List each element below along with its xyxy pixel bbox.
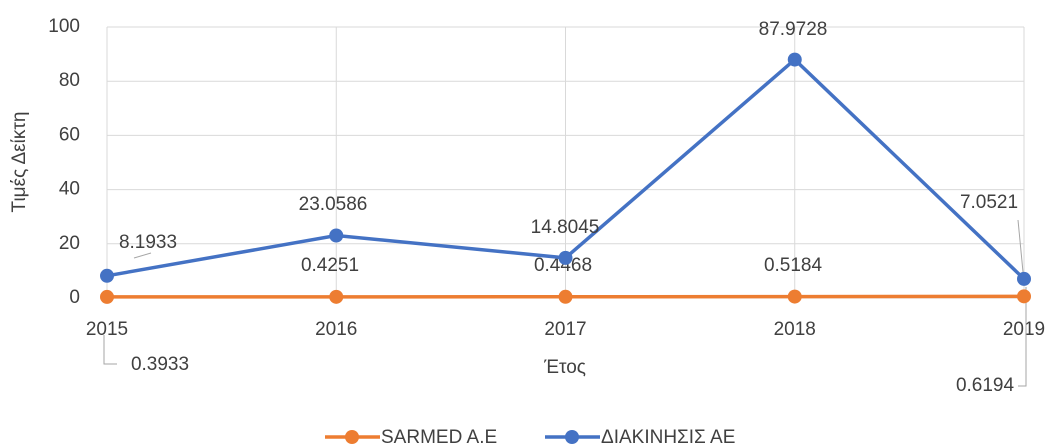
data-point xyxy=(558,289,573,304)
leader-line xyxy=(103,335,117,365)
data-label: 0.5184 xyxy=(764,255,823,276)
leader-line xyxy=(1018,287,1027,387)
data-point xyxy=(787,289,802,304)
data-label: 0.4468 xyxy=(534,255,592,276)
data-label: 8.1933 xyxy=(119,232,177,253)
legend-marker xyxy=(345,430,359,444)
y-tick-label: 100 xyxy=(48,16,80,37)
leader-line xyxy=(133,252,152,259)
x-tick-label: 2017 xyxy=(544,319,586,340)
y-tick-label: 60 xyxy=(59,124,80,145)
data-point xyxy=(100,268,114,283)
data-label: 87.9728 xyxy=(759,19,828,40)
data-point xyxy=(1017,271,1031,286)
data-point xyxy=(1017,289,1031,304)
data-point xyxy=(100,289,114,304)
data-label: 0.6194 xyxy=(956,375,1015,396)
data-label: 0.3933 xyxy=(131,354,189,375)
y-tick-label: 40 xyxy=(59,179,80,200)
x-tick-label: 2015 xyxy=(86,319,128,340)
y-tick-label: 20 xyxy=(59,233,80,254)
legend-label: SARMED A.E xyxy=(381,427,497,448)
data-point xyxy=(558,250,573,265)
x-tick-label: 2019 xyxy=(1003,319,1045,340)
data-point xyxy=(787,52,802,67)
data-point xyxy=(329,228,344,243)
x-tick-label: 2018 xyxy=(774,319,816,340)
data-point xyxy=(329,289,344,304)
data-label: 7.0521 xyxy=(960,192,1018,213)
data-label: 0.4251 xyxy=(301,255,359,276)
y-axis-label: Τιμές Δείκτη xyxy=(9,112,30,213)
data-label: 14.8045 xyxy=(531,217,600,238)
x-tick-label: 2016 xyxy=(315,319,357,340)
data-label: 23.0586 xyxy=(299,194,368,215)
legend-marker xyxy=(565,430,579,444)
leader-line xyxy=(1017,219,1024,273)
x-axis-label: Έτος xyxy=(543,357,586,378)
y-tick-label: 0 xyxy=(69,287,80,308)
legend-label: ΔΙΑΚΙΝΗΣΙΣ ΑΕ xyxy=(601,427,735,448)
y-tick-label: 80 xyxy=(59,70,80,91)
